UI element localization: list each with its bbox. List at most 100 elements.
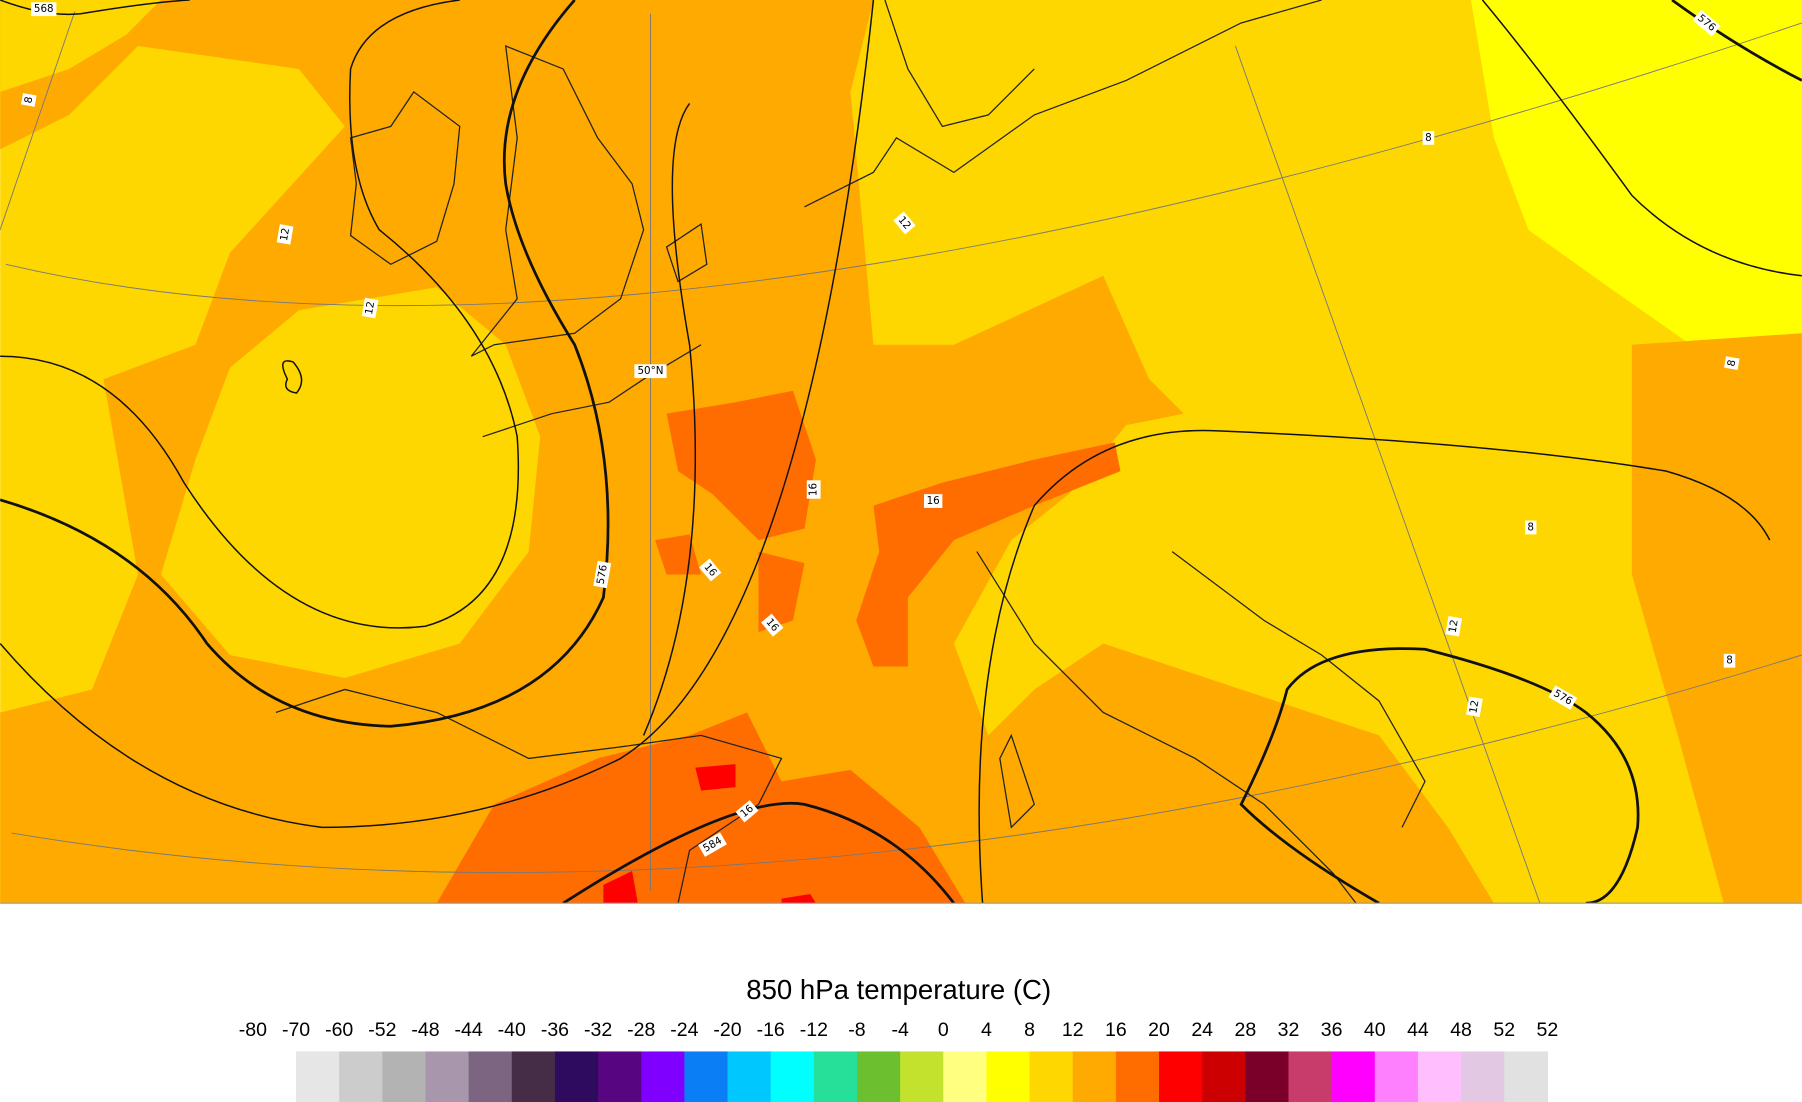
label-box: [923, 494, 943, 508]
label-box: [1466, 696, 1483, 717]
map: [0, 0, 1802, 904]
legend-tick-label: 28: [1234, 1019, 1256, 1041]
legend-swatch: [296, 1051, 340, 1102]
contour-label: 16: [699, 558, 722, 582]
legend-swatch: [943, 1051, 988, 1102]
legend-tick-label: 16: [1105, 1019, 1127, 1041]
contour-label: 8: [21, 93, 37, 107]
label-box: [31, 2, 57, 17]
label-box: [806, 480, 821, 499]
legend-tick-label: -36: [541, 1019, 569, 1041]
label-box: [634, 364, 667, 379]
legend-tick-label: 44: [1407, 1019, 1429, 1041]
legend-tick-label: 52: [1537, 1019, 1559, 1041]
graticule: [0, 11, 1802, 904]
contour-label: 16: [761, 613, 784, 637]
cool-region: [160, 287, 541, 678]
contour-label-text: 12: [278, 227, 292, 242]
contour-label-text: 8: [1726, 655, 1733, 667]
contour-label-text: 50°N: [637, 365, 663, 377]
contour-label-text: 12: [1467, 699, 1481, 714]
contour-label: 568: [31, 2, 57, 17]
legend-tick-label: 20: [1148, 1019, 1170, 1041]
legend-swatch: [1159, 1051, 1203, 1102]
cold-region: [1470, 0, 1802, 368]
legend-swatch: [770, 1051, 815, 1102]
label-box: [1724, 356, 1740, 370]
legend-tick-label: 52: [1493, 1019, 1515, 1041]
label-box: [699, 558, 722, 582]
contour-label: 16: [735, 800, 759, 823]
legend-tick-label: -48: [411, 1019, 439, 1041]
legend-tick-label: 4: [981, 1019, 992, 1041]
legend-tick-label: -80: [239, 1019, 267, 1041]
legend-tick-label: 24: [1191, 1019, 1213, 1041]
legend-swatch: [511, 1051, 556, 1102]
contour-label: 8: [1524, 520, 1537, 535]
legend-swatch: [1115, 1051, 1160, 1102]
legend-swatch: [382, 1051, 427, 1102]
legend-tick-label: -32: [584, 1019, 612, 1041]
warm-region: [1631, 333, 1802, 904]
contour-label: 8: [1723, 653, 1736, 668]
label-box: [1445, 616, 1463, 637]
legend-tick-label: -44: [455, 1019, 483, 1041]
legend-swatch: [1331, 1051, 1376, 1102]
legend-swatch: [339, 1051, 383, 1102]
legend-swatch: [468, 1051, 513, 1102]
legend-swatch: [727, 1051, 772, 1102]
contour-label-text: 576: [595, 564, 610, 586]
legend-swatch: [641, 1051, 685, 1102]
contour-label: 8: [1422, 130, 1435, 145]
legend-tick-label: 12: [1062, 1019, 1084, 1041]
legend-swatch: [1245, 1051, 1290, 1102]
contour-label: 12: [893, 211, 916, 235]
legend-tick-label: 40: [1364, 1019, 1386, 1041]
legend-swatch: [1461, 1051, 1505, 1102]
contour-label: 8: [1724, 356, 1740, 370]
legend-swatch: [684, 1051, 729, 1102]
hot-region: [436, 712, 966, 904]
contour-label: 16: [923, 494, 943, 508]
label-box: [698, 832, 727, 857]
contour-label-text: 8: [1425, 132, 1432, 144]
contour-line: [0, 0, 1802, 904]
legend-swatch: [598, 1051, 642, 1102]
label-box: [761, 613, 784, 637]
legend-swatch: [986, 1051, 1031, 1102]
legend-tick-label: -60: [325, 1019, 353, 1041]
legend-tick-label: -8: [848, 1019, 865, 1041]
contour-label: 576: [593, 560, 612, 589]
legend-swatch: [1029, 1051, 1074, 1102]
contour-label-text: 8: [1527, 521, 1534, 533]
contour-label: 12: [276, 224, 294, 245]
contour-label-text: 568: [34, 3, 54, 15]
contour-label-text: 8: [22, 96, 35, 105]
contour-label: 12: [1466, 696, 1483, 717]
label-box: [276, 224, 294, 245]
label-box: [593, 560, 612, 589]
legend-swatch: [1202, 1051, 1246, 1102]
legend-swatch: [1374, 1051, 1419, 1102]
contour-label-text: 16: [927, 495, 940, 507]
legend-tick-label: 36: [1321, 1019, 1343, 1041]
contour-label: 12: [1445, 616, 1463, 637]
legend-swatch: [1417, 1051, 1462, 1102]
legend-swatch: [900, 1051, 944, 1102]
legend-tick-label: -70: [282, 1019, 310, 1041]
label-box: [361, 297, 379, 319]
legend-swatch: [1288, 1051, 1333, 1102]
legend-swatch: [425, 1051, 470, 1102]
legend-tick-label: -24: [670, 1019, 698, 1041]
contour-label: 50°N: [634, 364, 667, 379]
legend-tick-label: 48: [1450, 1019, 1472, 1041]
label-box: [893, 211, 916, 235]
label-box: [1524, 520, 1537, 535]
legend-tick-label: -28: [627, 1019, 655, 1041]
label-box: [735, 800, 759, 823]
legend-tick-label: -4: [891, 1019, 908, 1041]
label-box: [1723, 653, 1736, 668]
contour-label: 12: [361, 297, 379, 319]
